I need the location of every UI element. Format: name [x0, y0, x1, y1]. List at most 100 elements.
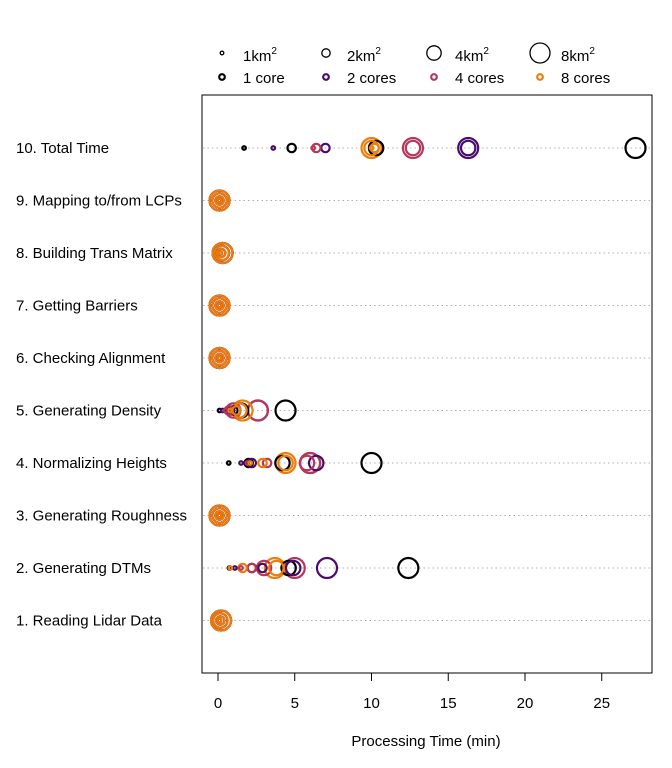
data-point: [214, 510, 225, 521]
data-point: [214, 195, 225, 206]
data-point: [360, 451, 383, 475]
data-point: [216, 302, 223, 309]
data-point: [404, 139, 422, 157]
legend-core-label: 4 cores: [455, 70, 504, 87]
legend-area-label: 8km2: [561, 46, 595, 65]
category-label: 9. Mapping to/from LCPs: [16, 193, 182, 210]
x-axis: 0 5 10 15 20 25: [214, 672, 610, 712]
data-point: [225, 460, 232, 466]
x-tick-label: 15: [440, 695, 457, 712]
data-point: [257, 457, 268, 469]
data-point: [247, 460, 254, 466]
data-points: [208, 136, 647, 632]
data-point: [208, 346, 231, 370]
data-point: [208, 189, 231, 212]
x-axis-title: Processing Time (min): [351, 733, 500, 750]
x-tick-label: 10: [363, 695, 380, 712]
legend-area-text: 1km: [243, 48, 271, 65]
legend-area-superscript: 2: [589, 46, 595, 57]
legend-area-text: 8km: [561, 48, 589, 65]
legend-area-superscript: 2: [483, 46, 489, 57]
plot-frame: [201, 94, 653, 674]
data-point: [211, 297, 228, 314]
data-point: [211, 241, 234, 265]
data-point: [241, 145, 247, 151]
legend-core-symbol: [430, 73, 438, 81]
legend-area-symbol: [529, 42, 551, 64]
data-point: [457, 136, 480, 160]
legend-area-label: 2km2: [347, 46, 381, 65]
x-tick-label: 0: [214, 695, 222, 712]
data-point: [227, 565, 234, 571]
data-point: [216, 197, 223, 204]
data-point: [212, 612, 229, 629]
data-point: [214, 300, 225, 311]
legend-area-superscript: 2: [375, 46, 381, 57]
data-point: [268, 559, 285, 577]
category-label: 4. Normalizing Heights: [16, 455, 167, 472]
data-point: [211, 349, 228, 367]
data-point: [208, 294, 231, 317]
data-point: [310, 145, 317, 151]
data-point: [368, 145, 375, 151]
data-point: [216, 617, 223, 624]
legend-area-label: 1km2: [243, 46, 277, 65]
data-point: [216, 355, 223, 361]
legend-area-symbol: [219, 50, 225, 56]
data-point: [217, 250, 224, 256]
data-point: [211, 192, 228, 209]
legend-core-symbol: [536, 73, 544, 81]
category-label: 10. Total Time: [16, 140, 109, 157]
data-point: [208, 504, 231, 527]
data-point: [209, 609, 233, 632]
legend-area-symbol: [426, 45, 442, 61]
data-point: [286, 142, 297, 154]
legend-area-symbol: [321, 48, 331, 58]
data-point: [238, 460, 244, 466]
category-label: 8. Building Trans Matrix: [16, 245, 173, 262]
data-point: [298, 454, 316, 472]
data-point: [270, 145, 277, 151]
category-label: 2. Generating DTMs: [16, 560, 151, 577]
data-point: [307, 454, 325, 472]
data-point: [401, 136, 425, 160]
x-tick-label: 20: [517, 695, 534, 712]
grid-lines: [203, 147, 651, 621]
data-point: [277, 454, 294, 472]
data-point: [624, 136, 647, 160]
legend-core-symbol: [322, 73, 330, 81]
data-point: [263, 556, 286, 580]
data-point: [214, 352, 225, 364]
data-point: [215, 615, 226, 626]
data-point: [280, 559, 297, 577]
data-point: [397, 556, 420, 580]
data-point: [274, 399, 297, 422]
x-tick-label: 5: [291, 695, 299, 712]
legend-core-label: 8 cores: [561, 70, 610, 87]
data-point: [459, 139, 477, 157]
data-point: [360, 136, 383, 160]
y-axis-labels: 1. Reading Lidar Data 2. Generating DTMs 3…: [16, 140, 187, 630]
legend-area-superscript: 2: [271, 46, 277, 57]
legend-core-label: 1 core: [243, 70, 285, 87]
legend-area-text: 2km: [347, 48, 375, 65]
category-label: 6. Checking Alignment: [16, 350, 166, 367]
legend-core-label: 2 cores: [347, 70, 396, 87]
data-point: [227, 407, 234, 414]
legend-area-label: 4km2: [455, 46, 489, 65]
data-point: [215, 247, 227, 259]
data-point: [315, 556, 339, 580]
category-label: 3. Generating Roughness: [16, 508, 187, 525]
legend-area-text: 4km: [455, 48, 483, 65]
legend-core-symbol: [218, 73, 226, 81]
data-point: [257, 562, 268, 574]
x-tick-label: 25: [593, 695, 610, 712]
data-point: [211, 507, 228, 524]
data-point: [284, 559, 302, 577]
data-point: [238, 565, 244, 571]
data-point: [261, 457, 273, 469]
category-label: 1. Reading Lidar Data: [16, 613, 163, 630]
data-point: [213, 244, 231, 262]
data-point: [216, 512, 223, 519]
